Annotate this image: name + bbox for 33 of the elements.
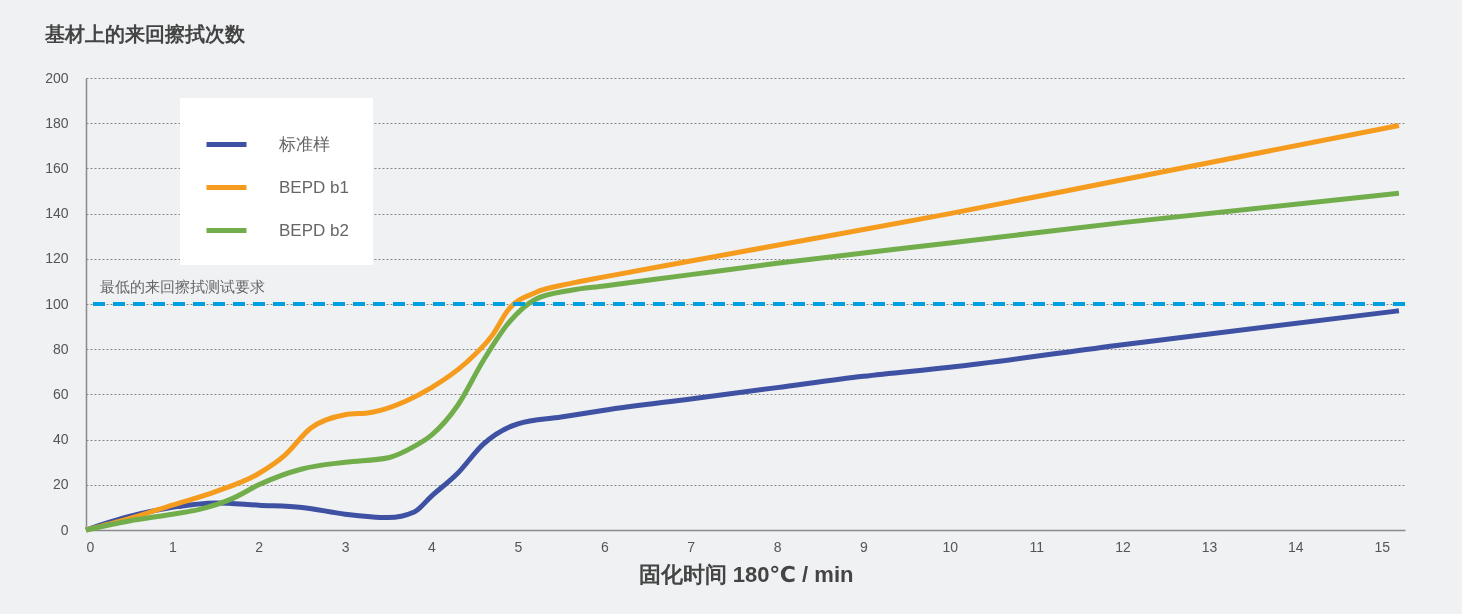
x-tick-label: 12 <box>1115 538 1132 555</box>
y-tick-label: 120 <box>45 250 69 267</box>
x-tick-label: 4 <box>428 538 437 555</box>
y-tick-label: 180 <box>45 114 69 131</box>
x-tick-label: 2 <box>255 538 264 555</box>
x-tick-label: 14 <box>1288 538 1304 555</box>
y-tick-label: 0 <box>60 521 69 538</box>
x-tick-label: 11 <box>1029 538 1045 555</box>
legend-label: BEPD b2 <box>279 220 349 240</box>
ref-line-label: 最低的来回擦拭测试要求 <box>100 278 265 295</box>
x-axis-title: 固化时间 180℃ / min <box>638 561 854 587</box>
y-tick-label: 140 <box>45 205 69 222</box>
legend-label: 标准样 <box>278 134 330 154</box>
x-tick-label: 6 <box>600 538 609 555</box>
x-tick-label: 10 <box>942 538 959 555</box>
x-tick-label: 1 <box>168 538 177 555</box>
legend-label: BEPD b1 <box>279 177 349 197</box>
x-tick-label: 0 <box>86 538 95 555</box>
y-tick-label: 100 <box>45 295 69 312</box>
x-tick-label: 8 <box>773 538 782 555</box>
y-tick-label: 80 <box>52 340 69 357</box>
y-tick-label: 60 <box>52 385 69 402</box>
x-tick-label: 3 <box>341 538 350 555</box>
chart-title: 基材上的来回擦拭次数 <box>44 23 246 45</box>
x-tick-label: 7 <box>687 538 696 555</box>
x-tick-label: 5 <box>514 538 523 555</box>
y-tick-label: 200 <box>45 69 69 86</box>
y-tick-label: 160 <box>45 159 69 176</box>
x-tick-label: 13 <box>1201 538 1218 555</box>
x-tick-label: 15 <box>1374 538 1391 555</box>
x-tick-label: 9 <box>860 538 869 555</box>
y-tick-label: 20 <box>52 476 69 493</box>
y-tick-label: 40 <box>52 431 69 448</box>
